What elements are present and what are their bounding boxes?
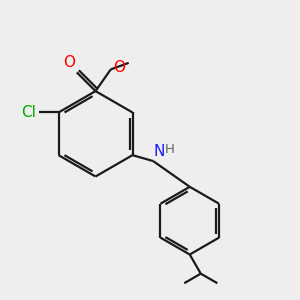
Text: O: O: [63, 55, 75, 70]
Text: N: N: [154, 144, 165, 159]
Text: Cl: Cl: [22, 105, 37, 120]
Text: H: H: [164, 143, 174, 156]
Text: O: O: [113, 60, 125, 75]
